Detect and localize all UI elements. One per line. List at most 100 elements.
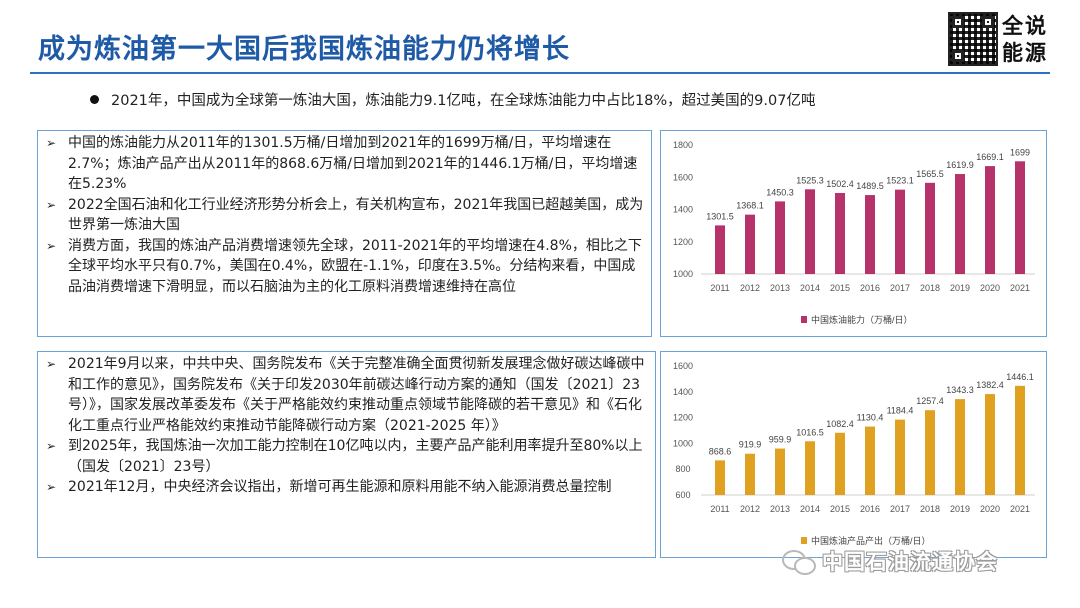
logo-text-line2: 能源 [1002,40,1048,65]
capacity-data-label: 1523.1 [886,176,914,186]
output-x-tick-label: 2019 [950,504,970,514]
output-data-label: 1082.4 [826,419,854,429]
capacity-data-label: 1301.5 [706,211,734,221]
output-bar [775,448,785,495]
list-item: ➢ 2021年12月，中央经济会议指出，新增可再生能源和原料用能不纳入能源消费总量… [44,477,649,498]
capacity-legend-swatch [801,316,807,323]
watermark-text: 中国石油流通协会 [822,550,998,574]
bullet-dot-icon [90,95,99,104]
list-item-text: 消费方面，我国的炼油产品消费增速领先全球，2011-2021年的平均增速在4.8… [68,237,642,295]
output-bar [985,394,995,495]
output-bar [805,441,815,495]
text-box-capacity: ➢ 中国的炼油能力从2011年的1301.5万桶/日增加到2021年的1699万桶… [37,130,652,337]
logo-text-line1: 全说 [1002,13,1048,38]
capacity-x-tick-label: 2013 [770,283,790,293]
capacity-x-tick-label: 2017 [890,283,910,293]
output-y-tick-label: 800 [675,464,690,474]
list-item-text: 到2025年，我国炼油一次加工能力控制在10亿吨以内，主要产品产能利用率提升至8… [68,438,643,475]
capacity-data-label: 1565.5 [916,169,944,179]
list-item: ➢ 到2025年，我国炼油一次加工能力控制在10亿吨以内，主要产品产能利用率提升至… [44,436,649,477]
output-y-tick-label: 1600 [673,361,693,371]
capacity-x-tick-label: 2018 [920,283,940,293]
output-legend-label: 中国炼油产品产出（万桶/日） [811,535,931,546]
capacity-data-label: 1699 [1010,147,1030,157]
chart-box-capacity: 1000 1200 1400 1600 1800 1301.5 2011 1368.1 2012… [660,130,1047,337]
page-title: 成为炼油第一大国后我国炼油能力仍将增长 [38,34,570,65]
capacity-bar [835,192,845,274]
capacity-bar [865,195,875,274]
output-y-tick-label: 1000 [673,438,693,448]
capacity-y-tick-label: 1000 [673,269,693,279]
capacity-x-tick-label: 2014 [800,283,820,293]
capacity-data-label: 1450.3 [766,187,794,197]
capacity-x-tick-label: 2019 [950,283,970,293]
capacity-data-label: 1619.9 [946,160,974,170]
output-data-label: 1343.3 [946,385,974,395]
wechat-icon [782,548,816,575]
output-data-label: 959.9 [769,435,792,445]
output-bar [865,426,875,495]
output-legend-swatch [801,537,807,544]
watermark: 中国石油流通协会 [782,546,998,576]
capacity-bar-chart: 1000 1200 1400 1600 1800 1301.5 2011 1368.1 2012… [673,140,1035,325]
output-bar-chart: 600 800 1000 1200 1400 1600 868.6 2011 919.9 2012… [673,361,1035,546]
output-y-tick-label: 1400 [673,387,693,397]
output-data-label: 919.9 [739,440,762,450]
capacity-bar [895,189,905,274]
list-item: ➢ 消费方面，我国的炼油产品消费增速领先全球，2011-2021年的平均增速在4.… [44,236,645,298]
list-item: ➢ 2022全国石油和化工行业经济形势分析会上，有关机构宣布，2021年我国已超越… [44,195,645,236]
capacity-data-label: 1669.1 [976,152,1004,162]
output-x-tick-label: 2016 [860,504,880,514]
output-x-tick-label: 2017 [890,504,910,514]
capacity-x-tick-label: 2012 [740,283,760,293]
arrow-bullet-icon: ➢ [46,480,57,494]
output-x-tick-label: 2013 [770,504,790,514]
capacity-y-tick-label: 1600 [673,172,693,182]
output-x-tick-label: 2011 [710,504,729,514]
summary-bullet-text: 2021年，中国成为全球第一炼油大国，炼油能力9.1亿吨，在全球炼油能力中占比1… [111,93,816,109]
capacity-x-tick-label: 2021 [1010,283,1030,293]
capacity-bar [1015,161,1025,274]
capacity-bar [715,225,725,274]
list-item: ➢ 中国的炼油能力从2011年的1301.5万桶/日增加到2021年的1699万桶… [44,133,645,195]
output-data-label: 1130.4 [857,413,884,423]
list-item-text: 中国的炼油能力从2011年的1301.5万桶/日增加到2021年的1699万桶/… [68,135,638,192]
arrow-bullet-icon: ➢ [46,238,57,253]
output-x-tick-label: 2020 [980,504,1000,514]
list-item-text: 2021年9月以来，中共中央、国务院发布《关于完整准确全面贯彻新发展理念做好碳达… [68,356,645,434]
arrow-bullet-icon: ➢ [46,357,57,371]
output-bar [1015,385,1025,495]
output-y-tick-label: 1200 [673,413,693,423]
capacity-bar [955,174,965,274]
capacity-bar [745,214,755,274]
capacity-data-label: 1368.1 [736,201,764,211]
output-x-tick-label: 2021 [1010,504,1030,514]
capacity-x-tick-label: 2011 [710,283,729,293]
capacity-data-label: 1489.5 [856,181,884,191]
output-y-tick-label: 600 [675,490,690,500]
output-bar [955,399,965,495]
output-data-label: 1016.5 [796,427,824,437]
list-item-text: 2022全国石油和化工行业经济形势分析会上，有关机构宣布，2021年我国已超越美… [68,196,644,234]
arrow-bullet-icon: ➢ [46,439,57,453]
output-x-tick-label: 2018 [920,504,940,514]
summary-bullet: 2021年，中国成为全球第一炼油大国，炼油能力9.1亿吨，在全球炼油能力中占比1… [90,89,815,110]
capacity-y-tick-label: 1200 [673,237,693,247]
output-bar [715,460,725,495]
output-data-label: 1446.1 [1006,372,1034,382]
capacity-bar [985,166,995,274]
output-bar [835,432,845,495]
qr-code-icon [948,12,998,66]
capacity-bar [805,189,815,274]
capacity-y-tick-label: 1800 [673,140,693,150]
capacity-x-tick-label: 2016 [860,283,880,293]
output-bar [895,419,905,495]
output-x-tick-label: 2012 [740,504,760,514]
text-box-policy: ➢ 2021年9月以来，中共中央、国务院发布《关于完整准确全面贯彻新发展理念做好碳… [37,351,656,558]
capacity-x-tick-label: 2020 [980,283,1000,293]
list-item: ➢ 2021年9月以来，中共中央、国务院发布《关于完整准确全面贯彻新发展理念做好碳… [44,354,649,436]
capacity-data-label: 1525.3 [796,175,824,185]
output-data-label: 1184.4 [887,406,914,416]
capacity-x-tick-label: 2015 [830,283,850,293]
title-underline [30,72,1050,74]
